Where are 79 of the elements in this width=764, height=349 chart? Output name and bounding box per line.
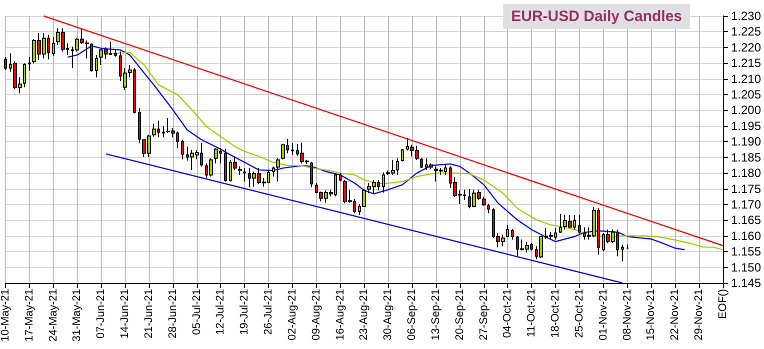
- y-tick-label: 1.225: [730, 24, 762, 39]
- x-tick-label: 14-Jun-21: [119, 289, 132, 339]
- x-tick-label: 29-Nov-21: [693, 289, 706, 340]
- candlestick: [621, 244, 624, 262]
- x-tick-label: 25-Oct-21: [573, 289, 586, 338]
- candlestick: [90, 42, 93, 72]
- candlestick: [382, 172, 385, 194]
- y-tick-label: 1.175: [730, 182, 762, 196]
- x-tick-label: 04-Oct-21: [502, 289, 514, 338]
- y-tick-label: 1.220: [730, 40, 762, 54]
- x-tick-label: 30-Aug-21: [382, 289, 394, 340]
- chart-title: EUR-USD Daily Candles: [511, 8, 682, 25]
- y-tick-label: 1.170: [730, 197, 762, 212]
- x-tick-label: 13-Sep-21: [430, 289, 442, 340]
- y-tick-label: 1.165: [730, 213, 762, 228]
- x-tick-label: 02-Aug-21: [286, 289, 298, 340]
- candlestick: [276, 158, 280, 182]
- x-tick-label: 16-Aug-21: [334, 289, 346, 340]
- candlestick: [272, 166, 275, 178]
- candlestick: [52, 36, 55, 56]
- candlestick: [291, 142, 294, 156]
- candlestick: [138, 108, 141, 144]
- y-tick-label: 1.190: [730, 134, 762, 149]
- x-tick-label: 27-Sep-21: [478, 289, 490, 340]
- x-tick-label: 10-May-21: [0, 289, 12, 342]
- candlestick: [559, 213, 562, 234]
- candlestick: [95, 54, 98, 78]
- y-tick-label: 1.180: [730, 166, 762, 180]
- candlestick: [238, 166, 242, 176]
- candlestick: [511, 228, 514, 240]
- candlestick: [281, 143, 285, 160]
- candlestick: [181, 139, 184, 160]
- x-tick-label: EOF(): [716, 289, 729, 319]
- x-tick-label: 28-Jun-21: [166, 289, 179, 339]
- candlestick: [28, 56, 31, 72]
- x-tick-label: 18-Oct-21: [550, 289, 562, 338]
- candlestick: [4, 56, 7, 71]
- y-tick-label: 1.150: [730, 260, 762, 274]
- x-tick-label: 01-Nov-21: [597, 289, 610, 340]
- y-tick-label: 1.200: [730, 103, 762, 118]
- x-tick-label: 05-Jul-21: [190, 289, 203, 335]
- x-tick-label: 12-Jul-21: [214, 289, 227, 335]
- y-tick-label: 1.205: [730, 88, 762, 102]
- y-tick-label: 1.230: [730, 9, 762, 23]
- candlestick: [339, 172, 342, 182]
- x-tick-label: 06-Sep-21: [406, 289, 418, 340]
- candlestick: [578, 214, 581, 234]
- x-tick-label: 15-Nov-21: [645, 289, 658, 340]
- candlestick: [429, 162, 433, 170]
- y-tick-label: 1.160: [730, 228, 762, 243]
- candlestick: [243, 168, 246, 182]
- x-tick-label: 11-Oct-21: [526, 289, 538, 338]
- candlestick: [114, 48, 117, 58]
- y-tick-label: 1.145: [730, 276, 762, 290]
- y-tick-label: 1.155: [730, 244, 762, 259]
- y-tick-label: 1.210: [730, 72, 762, 86]
- x-tick-label: 23-Aug-21: [358, 289, 370, 340]
- candlestick: [23, 62, 26, 88]
- candlestick: [152, 123, 156, 138]
- x-tick-label: 24-May-21: [47, 289, 60, 342]
- x-tick-label: 07-Jun-21: [95, 289, 108, 339]
- y-tick-label: 1.215: [730, 56, 762, 70]
- candlestick: [401, 148, 404, 162]
- x-tick-label: 09-Aug-21: [310, 289, 322, 340]
- candlestick: [209, 158, 213, 178]
- x-tick-label: 31-May-21: [71, 289, 84, 342]
- y-tick-label: 1.185: [730, 150, 762, 164]
- x-tick-label: 17-May-21: [23, 289, 36, 342]
- candlestick: [214, 148, 218, 164]
- x-tick-label: 19-Jul-21: [238, 289, 251, 335]
- y-tick-label: 1.195: [730, 118, 762, 133]
- x-tick-label: 26-Jul-21: [262, 289, 275, 335]
- x-tick-label: 08-Nov-21: [621, 289, 634, 340]
- x-tick-label: 21-Jun-21: [142, 289, 155, 339]
- candlestick: [506, 224, 509, 238]
- candlestick: [310, 162, 313, 188]
- x-tick-label: 22-Nov-21: [669, 289, 682, 340]
- candlestick: [224, 148, 227, 182]
- x-tick-label: 20-Sep-21: [454, 289, 466, 340]
